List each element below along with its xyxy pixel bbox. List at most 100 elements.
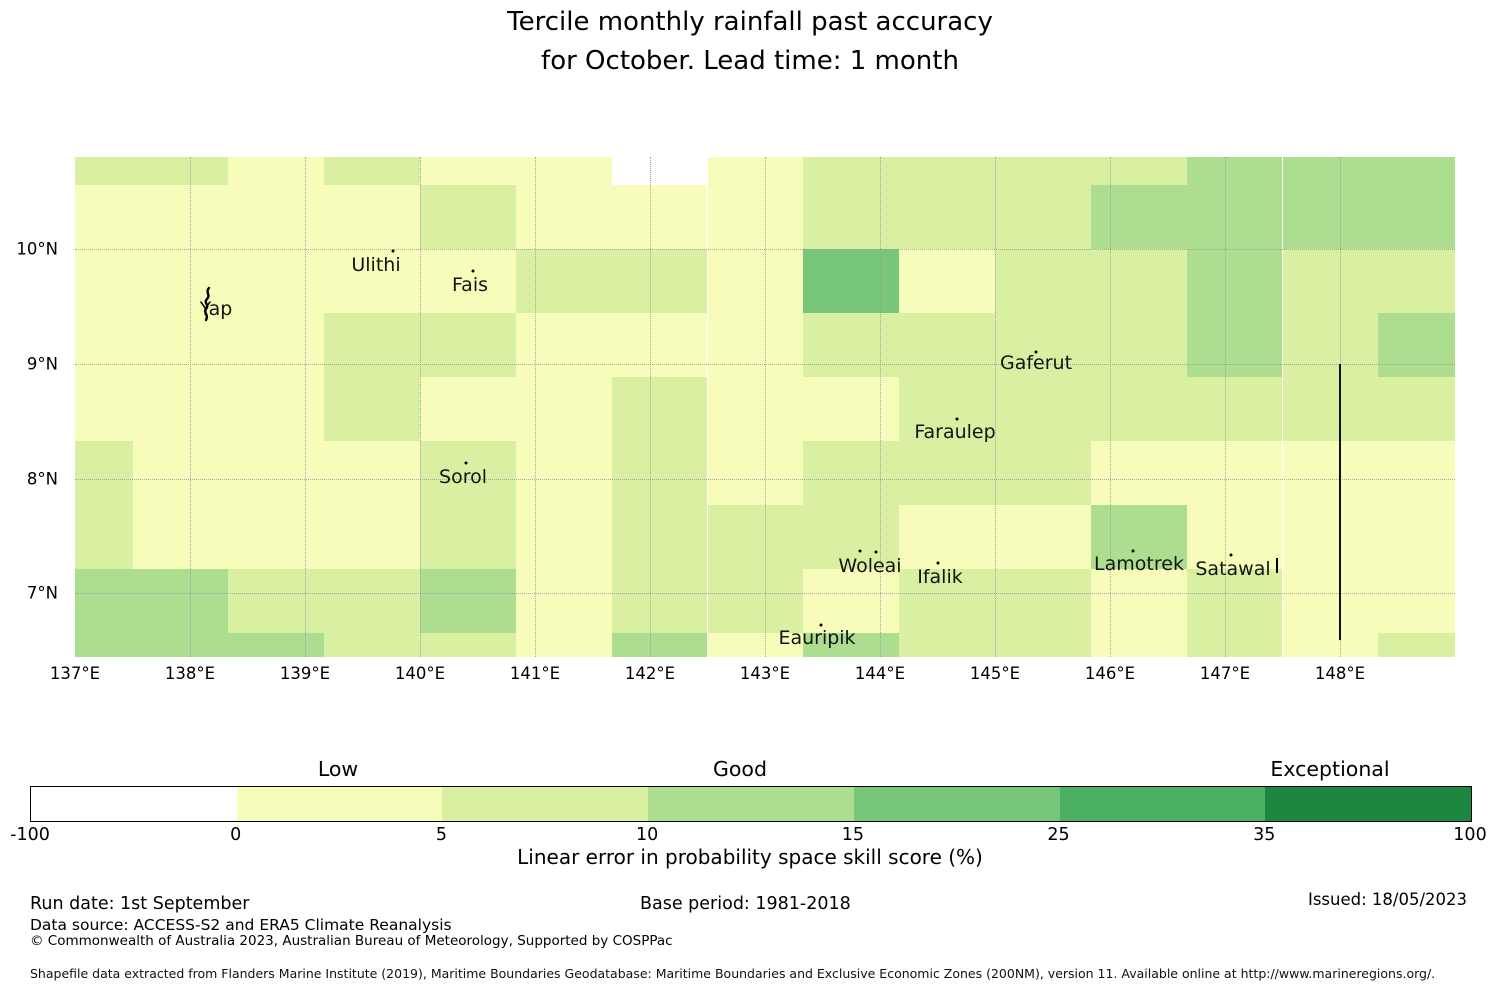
title-line-1: Tercile monthly rainfall past accuracy: [507, 7, 993, 37]
heatmap-cell: [324, 185, 420, 249]
colorbar-tick-label: 100: [1453, 825, 1487, 845]
x-axis-tick-label: 137°E: [49, 664, 101, 683]
heatmap-cell: [1090, 312, 1187, 377]
colorbar-tick-label: 25: [1047, 825, 1070, 845]
island-label: Yap: [199, 298, 233, 320]
colorbar-axis-label: Linear error in probability space skill …: [517, 845, 983, 869]
heatmap-cell: [75, 249, 133, 313]
island-label: Eauripik: [778, 627, 856, 649]
heatmap-cell: [707, 504, 804, 569]
x-axis-tick-label: 147°E: [1199, 664, 1251, 683]
heatmap-cell: [1090, 632, 1187, 657]
heatmap-cell: [515, 157, 612, 185]
heatmap-cell: [995, 504, 1091, 569]
x-axis-tick-label: 141°E: [509, 664, 561, 683]
heatmap-cell: [707, 157, 804, 185]
heatmap-cell: [803, 312, 900, 377]
footer-base-period: Base period: 1981-2018: [640, 894, 851, 914]
heatmap-cell: [75, 440, 133, 505]
heatmap-cell: [803, 568, 900, 633]
footer-issued-date: Issued: 18/05/2023: [1307, 890, 1467, 909]
heatmap-cell: [420, 249, 516, 313]
y-axis-tick-label: 8°N: [26, 469, 58, 488]
heatmap-cell: [995, 632, 1091, 657]
heatmap-cell: [611, 632, 708, 657]
heatmap-cell: [132, 568, 229, 633]
heatmap-cell: [228, 632, 325, 657]
meridian-gridline: [650, 157, 651, 657]
heatmap-cell: [1282, 376, 1379, 441]
heatmap-cell: [75, 504, 133, 569]
heatmap-cell: [611, 504, 708, 569]
heatmap-cell: [1090, 249, 1187, 313]
heatmap-cell: [707, 376, 804, 441]
heatmap-cell: [995, 185, 1091, 249]
footer-run-date: Run date: 1st September: [30, 894, 250, 914]
x-axis-tick-label: 139°E: [279, 664, 331, 683]
heatmap-cell: [515, 185, 612, 249]
parallel-gridline: [75, 478, 1455, 480]
parallel-gridline: [75, 249, 1455, 250]
heatmap-cell: [803, 440, 900, 505]
heatmap-cell: [995, 157, 1091, 185]
heatmap-cell: [132, 440, 229, 505]
heatmap-cell: [132, 312, 229, 377]
footer-data-source: Data source: ACCESS-S2 and ERA5 Climate …: [30, 916, 452, 934]
heatmap-cell: [1282, 440, 1379, 505]
heatmap-cell: [707, 632, 804, 657]
heatmap-cell: [611, 312, 708, 377]
heatmap-cell: [899, 312, 995, 377]
heatmap-cell: [515, 568, 612, 633]
parallel-gridline: [75, 593, 1455, 595]
heatmap-cell: [1186, 440, 1283, 505]
meridian-gridline: [1110, 157, 1111, 657]
heatmap-cell: [1378, 632, 1455, 657]
heatmap-cell: [707, 568, 804, 633]
heatmap-cell: [1090, 568, 1187, 633]
meridian-gridline: [190, 157, 191, 657]
heatmap-cell: [420, 440, 516, 505]
heatmap-cell: [707, 185, 804, 249]
heatmap-cell: [228, 312, 325, 377]
x-axis-tick-label: 138°E: [164, 664, 216, 683]
island-marker-dot: [391, 249, 395, 253]
heatmap-cell: [228, 185, 325, 249]
yap-island-outline: [196, 286, 222, 326]
heatmap-cell: [1282, 504, 1379, 569]
heatmap-cell: [420, 185, 516, 249]
heatmap-cell: [1378, 185, 1455, 249]
title-line-2: for October. Lead time: 1 month: [541, 46, 959, 76]
heatmap-cell: [324, 376, 420, 441]
heatmap-cell: [803, 157, 900, 185]
y-axis-tick-label: 10°N: [16, 239, 58, 259]
heatmap-cell: [75, 312, 133, 377]
heatmap-cell: [707, 312, 804, 377]
heatmap-cell: [132, 157, 229, 185]
colorbar-tick-label: -100: [10, 825, 50, 845]
heatmap-cell: [1378, 376, 1455, 441]
heatmap-cell: [899, 440, 995, 505]
colorbar-region-label: Good: [713, 757, 767, 781]
heatmap-cell: [803, 185, 900, 249]
heatmap-cell: [1378, 312, 1455, 377]
colorbar-tick-label: 5: [435, 825, 447, 845]
heatmap-cell: [1186, 249, 1283, 313]
colorbar-tick-label: 35: [1253, 825, 1276, 845]
parallel-gridline: [75, 363, 1455, 365]
colorbar-tick-label: 15: [841, 825, 864, 845]
heatmap-cell: [228, 568, 325, 633]
island-label: Satawal: [1195, 558, 1271, 580]
island-marker-dot: [471, 269, 475, 273]
heatmap-cell: [1186, 568, 1283, 633]
heatmap-cell: [75, 185, 133, 249]
x-axis-tick-label: 143°E: [739, 664, 791, 683]
x-axis-tick-label: 142°E: [624, 664, 676, 683]
heatmap-cell: [1282, 157, 1379, 185]
meridian-gridline: [995, 157, 996, 657]
island-label: Fais: [451, 274, 489, 296]
island-marker-dash: [1276, 558, 1278, 573]
island-marker-dot: [1131, 549, 1135, 553]
meridian-gridline: [305, 157, 306, 657]
